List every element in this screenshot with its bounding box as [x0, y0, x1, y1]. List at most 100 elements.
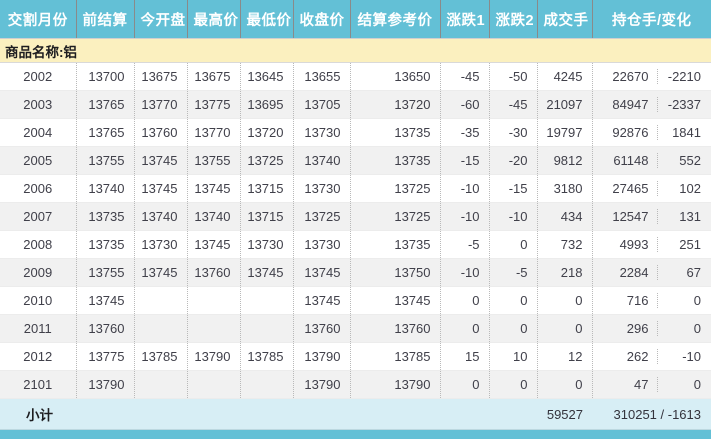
- cell-chg2: 0: [489, 315, 537, 343]
- open-interest-value: 84947: [593, 97, 658, 112]
- column-header-settle_ref[interactable]: 结算参考价: [350, 0, 440, 39]
- cell-low: 13725: [240, 147, 293, 175]
- cell-low: 13720: [240, 119, 293, 147]
- cell-low: 13785: [240, 343, 293, 371]
- cell-chg2: -50: [489, 63, 537, 91]
- cell-open: 13740: [134, 203, 187, 231]
- cell-open-interest-change: 262-10: [592, 343, 711, 371]
- open-interest-value: 262: [593, 349, 658, 364]
- cell-high: 13770: [187, 119, 240, 147]
- cell-month: 2002: [0, 63, 76, 91]
- cell-close: 13655: [293, 63, 350, 91]
- cell-volume: 3180: [537, 175, 592, 203]
- column-header-month[interactable]: 交割月份: [0, 0, 76, 39]
- subtotal-volume: 59527: [537, 399, 592, 430]
- open-interest-value: 12547: [593, 209, 658, 224]
- column-header-open[interactable]: 今开盘: [134, 0, 187, 39]
- cell-chg2: 0: [489, 231, 537, 259]
- cell-chg2: 10: [489, 343, 537, 371]
- cell-open: 13770: [134, 91, 187, 119]
- column-header-chg1[interactable]: 涨跌1: [440, 0, 489, 39]
- cell-open: 13745: [134, 147, 187, 175]
- cell-month: 2008: [0, 231, 76, 259]
- column-header-oi_change[interactable]: 持仓手/变化: [592, 0, 711, 39]
- column-header-low[interactable]: 最低价: [240, 0, 293, 39]
- cell-open: 13760: [134, 119, 187, 147]
- open-interest-value: 2284: [593, 265, 658, 280]
- cell-close: 13745: [293, 287, 350, 315]
- cell-month: 2010: [0, 287, 76, 315]
- cell-settle_ref: 13725: [350, 203, 440, 231]
- cell-open-interest-change: 84947-2337: [592, 91, 711, 119]
- column-header-high[interactable]: 最高价: [187, 0, 240, 39]
- cell-open: [134, 315, 187, 343]
- column-header-chg2[interactable]: 涨跌2: [489, 0, 537, 39]
- product-banner-row: 商品名称:铝: [0, 39, 711, 63]
- column-header-volume[interactable]: 成交手: [537, 0, 592, 39]
- cell-close: 13760: [293, 315, 350, 343]
- open-interest-delta-value: 552: [658, 153, 711, 168]
- cell-open: 13785: [134, 343, 187, 371]
- cell-close: 13740: [293, 147, 350, 175]
- open-interest-delta-value: 0: [658, 321, 711, 336]
- open-interest-delta-value: 102: [658, 181, 711, 196]
- open-interest-value: 4993: [593, 237, 658, 252]
- open-interest-value: 296: [593, 321, 658, 336]
- cell-chg1: 0: [440, 287, 489, 315]
- bottom-accent-bar: [0, 430, 711, 439]
- cell-settle_ref: 13735: [350, 119, 440, 147]
- cell-high: 13755: [187, 147, 240, 175]
- cell-low: 13715: [240, 203, 293, 231]
- cell-volume: 732: [537, 231, 592, 259]
- cell-month: 2003: [0, 91, 76, 119]
- cell-settle_ref: 13790: [350, 371, 440, 399]
- cell-high: 13675: [187, 63, 240, 91]
- cell-open: 13745: [134, 259, 187, 287]
- cell-volume: 0: [537, 371, 592, 399]
- cell-chg1: -60: [440, 91, 489, 119]
- cell-close: 13730: [293, 175, 350, 203]
- open-interest-delta-value: 1841: [658, 125, 711, 140]
- cell-chg1: -10: [440, 175, 489, 203]
- cell-settle_ref: 13735: [350, 147, 440, 175]
- subtotal-open-interest-change: 310251 / -1613: [592, 399, 711, 430]
- cell-prev_settle: 13790: [76, 371, 134, 399]
- cell-month: 2011: [0, 315, 76, 343]
- cell-month: 2101: [0, 371, 76, 399]
- column-header-close[interactable]: 收盘价: [293, 0, 350, 39]
- cell-month: 2004: [0, 119, 76, 147]
- cell-settle_ref: 13760: [350, 315, 440, 343]
- cell-close: 13790: [293, 371, 350, 399]
- cell-settle_ref: 13785: [350, 343, 440, 371]
- cell-chg1: -5: [440, 231, 489, 259]
- column-header-prev_settle[interactable]: 前结算: [76, 0, 134, 39]
- cell-month: 2012: [0, 343, 76, 371]
- open-interest-value: 716: [593, 293, 658, 308]
- cell-prev_settle: 13740: [76, 175, 134, 203]
- cell-volume: 12: [537, 343, 592, 371]
- cell-month: 2006: [0, 175, 76, 203]
- cell-low: 13715: [240, 175, 293, 203]
- open-interest-value: 92876: [593, 125, 658, 140]
- cell-prev_settle: 13735: [76, 203, 134, 231]
